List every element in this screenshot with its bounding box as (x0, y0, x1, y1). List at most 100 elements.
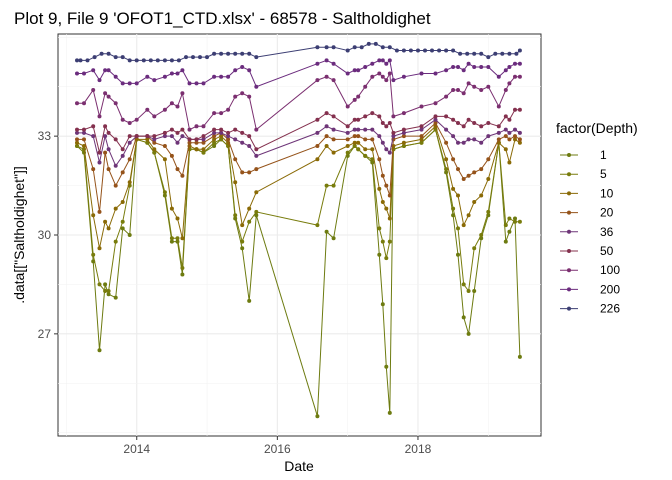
data-point (377, 252, 382, 257)
legend-label: 226 (600, 302, 620, 316)
data-point (503, 88, 508, 92)
data-point (152, 137, 157, 142)
data-point (387, 150, 392, 155)
data-point (97, 282, 102, 287)
data-point (419, 140, 424, 145)
data-point (127, 121, 132, 125)
data-point (517, 74, 522, 79)
data-point (377, 226, 382, 231)
data-point (433, 71, 438, 76)
data-point (331, 61, 336, 66)
data-point (254, 153, 259, 158)
series-100 (75, 71, 522, 132)
data-point (226, 134, 231, 139)
legend-label: 1 (600, 148, 607, 162)
data-point (380, 121, 385, 125)
data-point (254, 167, 259, 172)
data-point (113, 206, 118, 211)
data-point (416, 48, 420, 53)
data-point (103, 282, 108, 287)
data-point (384, 206, 389, 211)
data-point (461, 91, 466, 96)
data-point (496, 104, 501, 109)
data-point (212, 144, 217, 148)
data-point (194, 81, 199, 86)
data-point (254, 55, 259, 60)
data-point (513, 61, 517, 66)
data-point (377, 58, 382, 63)
data-point (198, 55, 202, 60)
data-point (373, 41, 378, 46)
data-point (113, 183, 118, 188)
data-point (517, 219, 522, 224)
data-point (85, 58, 90, 63)
data-point (486, 134, 491, 139)
data-point (175, 236, 180, 241)
data-point (384, 256, 389, 261)
data-point (380, 200, 385, 204)
data-point (152, 140, 157, 145)
data-point (507, 65, 512, 69)
legend-label: 5 (600, 167, 607, 181)
data-point (352, 127, 357, 132)
data-point (496, 130, 501, 135)
data-point (233, 157, 238, 162)
data-point (384, 147, 389, 152)
data-point (120, 170, 125, 175)
data-point (486, 121, 491, 125)
data-point (380, 239, 385, 244)
data-point (514, 51, 519, 56)
series-226 (75, 41, 522, 63)
data-point (175, 216, 180, 221)
data-point (247, 144, 252, 148)
data-point (370, 127, 375, 132)
data-point (456, 140, 460, 145)
data-point (219, 134, 224, 139)
data-point (513, 134, 517, 139)
data-point (315, 144, 320, 148)
data-point (201, 124, 206, 129)
data-point (103, 124, 108, 129)
data-point (384, 124, 389, 129)
data-point (513, 127, 517, 132)
data-point (456, 121, 460, 125)
x-axis-ticks: 2014 2016 2018 (123, 436, 432, 456)
data-point (212, 127, 217, 132)
data-point (75, 101, 79, 106)
data-point (465, 51, 470, 56)
data-point (240, 65, 245, 69)
chart-title: Plot 9, File 9 'OFOT1_CTD.xlsx' - 68578 … (14, 9, 431, 28)
data-point (507, 117, 512, 122)
legend-key-point (567, 268, 571, 273)
data-point (507, 51, 512, 56)
data-point (507, 81, 512, 86)
data-point (377, 134, 382, 139)
data-point (145, 134, 150, 139)
data-point (466, 137, 471, 142)
data-point (240, 51, 245, 56)
data-point (91, 134, 96, 139)
data-point (380, 58, 385, 63)
data-point (456, 88, 460, 92)
data-point (148, 58, 153, 63)
data-point (444, 68, 449, 73)
legend-item-226: 226 (560, 302, 620, 316)
data-point (82, 71, 86, 76)
data-point (419, 104, 424, 109)
data-point (162, 134, 167, 139)
data-point (391, 114, 396, 119)
data-point (75, 58, 79, 63)
data-point (106, 292, 111, 297)
data-point (113, 163, 118, 168)
data-point (479, 167, 484, 172)
data-point (226, 51, 231, 56)
legend-key-point (567, 210, 571, 215)
data-point (433, 101, 438, 106)
data-point (184, 55, 188, 60)
data-point (352, 68, 357, 73)
legend-label: 200 (600, 282, 620, 296)
legend-key-point (567, 306, 571, 311)
data-point (180, 134, 185, 139)
data-point (466, 61, 471, 66)
data-point (201, 81, 206, 86)
